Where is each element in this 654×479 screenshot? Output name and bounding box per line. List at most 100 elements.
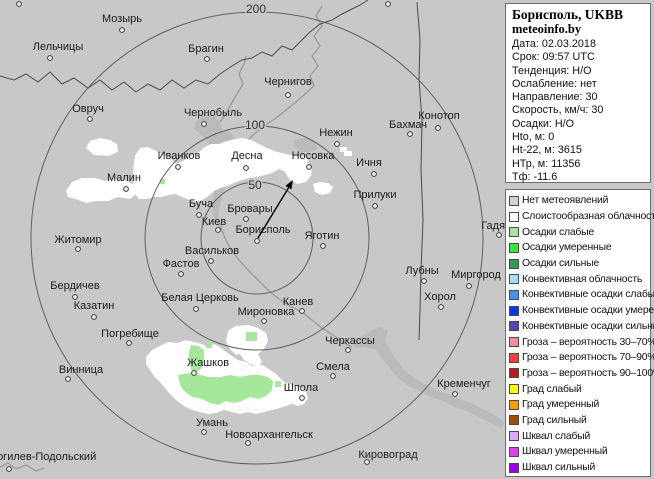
- legend-label: Шквал слабый: [522, 430, 591, 442]
- legend-label: Нет метеоявлений: [522, 195, 609, 207]
- city-dot: [208, 258, 214, 264]
- stratiform-cloud-echo: [313, 182, 333, 195]
- city-dot: [119, 27, 125, 33]
- legend-label: Шквал умеренный: [522, 446, 608, 458]
- light-precipitation-echo: [275, 381, 281, 387]
- legend-row: Шквал сильный: [509, 460, 650, 476]
- city-label: Черкассы: [325, 335, 375, 347]
- city-dot: [385, 1, 391, 7]
- station-data-line: Тф: -11.6: [512, 170, 558, 183]
- city-dot: [47, 55, 53, 61]
- light-precipitation-echo: [189, 345, 204, 372]
- city-label: Прилуки: [353, 189, 396, 201]
- legend-label: Гроза – вероятность 70–90%: [522, 352, 654, 364]
- station-subtitle: meteoinfo.by: [512, 22, 582, 36]
- city-dot: [178, 271, 184, 277]
- city-label: Винница: [59, 364, 104, 376]
- legend-label: Конвективные осадки сильные: [522, 320, 654, 332]
- city-label: Борисполь: [235, 224, 290, 236]
- city-label: Кременчуг: [437, 378, 491, 390]
- city-dot: [371, 171, 377, 177]
- city-dot: [299, 308, 305, 314]
- city-dot: [372, 203, 378, 209]
- city-dot: [204, 56, 210, 62]
- station-data-line: Направление: 30: [512, 91, 598, 104]
- city-dot: [215, 227, 221, 233]
- legend-label: Гроза – вероятность 90–100%: [522, 367, 654, 379]
- legend-color-chip: [509, 337, 519, 348]
- city-label: Овруч: [72, 103, 104, 115]
- city-label: Брагин: [188, 43, 224, 55]
- range-ring: [30, 11, 484, 465]
- legend-color-chip: [509, 289, 519, 300]
- water-body: [352, 327, 505, 428]
- stratiform-cloud-echo: [285, 161, 312, 184]
- stratiform-cloud-echo: [226, 325, 268, 366]
- city-dot: [345, 347, 351, 353]
- legend-color-chip: [509, 352, 519, 363]
- city-dot: [285, 92, 291, 98]
- city-dot: [452, 391, 458, 397]
- legend-label: Осадки умеренные: [522, 242, 612, 254]
- legend-color-chip: [509, 274, 519, 285]
- city-dot: [299, 395, 305, 401]
- legend-label: Осадки сильные: [522, 258, 600, 270]
- city-label: Фастов: [163, 258, 200, 270]
- light-precipitation-echo: [246, 332, 257, 341]
- station-info-panel: Борисполь, UKBB meteoinfo.by Дата: 02.03…: [505, 3, 651, 183]
- city-dot: [126, 340, 132, 346]
- range-ring-label: 50: [248, 178, 262, 192]
- city-label: Яготин: [305, 230, 340, 242]
- city-label: Лубны: [405, 265, 438, 277]
- legend-color-chip: [509, 462, 519, 473]
- city-label: Нежин: [319, 127, 353, 139]
- city-dot: [496, 232, 502, 238]
- city-label: Жашков: [187, 357, 229, 369]
- city-dot: [16, 1, 22, 7]
- city-dot: [91, 314, 97, 320]
- city-label: Буча: [189, 198, 214, 210]
- city-label: Иванков: [158, 150, 201, 162]
- city-dot: [261, 318, 267, 324]
- legend-label: Град слабый: [522, 383, 582, 395]
- city-label: Чернигов: [264, 76, 312, 88]
- legend-label: Шквал сильный: [522, 462, 596, 474]
- legend-color-chip: [509, 415, 519, 426]
- stratiform-cloud-echo: [86, 138, 118, 156]
- legend-color-chip: [509, 399, 519, 410]
- city-label: Мироновка: [238, 306, 296, 318]
- city-dot: [123, 186, 129, 192]
- legend-label: Конвективные осадки умерен.: [522, 305, 654, 317]
- legend-row: Гроза – вероятность 90–100%: [509, 366, 654, 382]
- city-label: Житомир: [54, 234, 101, 246]
- city-label: Конотоп: [418, 110, 460, 122]
- city-dot: [320, 243, 326, 249]
- legend-label: Гроза – вероятность 30–70%: [522, 336, 654, 348]
- legend-label: Конвективные осадки слабые: [522, 289, 654, 301]
- river: [245, 5, 323, 143]
- legend-color-chip: [509, 258, 519, 269]
- legend-label: Град сильный: [522, 414, 587, 426]
- city-label: Десна: [231, 150, 263, 162]
- station-data-lines: Дата: 02.03.2018 Срок: 09:57 UTC Тенденция…: [512, 38, 645, 184]
- legend-row: Град сильный: [509, 413, 650, 429]
- legend-label: Осадки слабые: [522, 226, 594, 238]
- legend-color-chip: [509, 242, 519, 253]
- river: [219, 225, 353, 348]
- station-data-line: Ослабление: нет: [512, 77, 597, 90]
- legend-row: Град умеренный: [509, 397, 650, 413]
- city-label: Хорол: [424, 291, 456, 303]
- city-label: Ичня: [356, 157, 382, 169]
- range-ring-label: 200: [246, 2, 266, 16]
- legend-row: Осадки умеренные: [509, 240, 650, 256]
- country-border: [0, 0, 369, 93]
- city-dot: [306, 164, 312, 170]
- city-dot: [364, 459, 370, 465]
- city-label: Носовка: [292, 150, 336, 162]
- city-label: Смела: [316, 361, 351, 373]
- city-dot: [196, 212, 202, 218]
- city-dot: [254, 238, 260, 244]
- city-dot: [175, 164, 181, 170]
- range-ring: [144, 125, 370, 351]
